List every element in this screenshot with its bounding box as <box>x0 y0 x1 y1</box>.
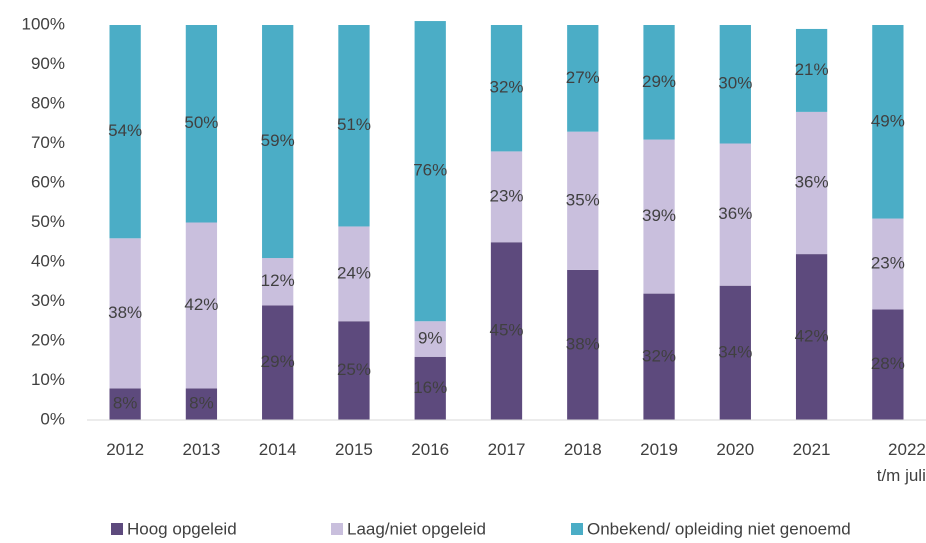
legend-swatch <box>571 523 583 535</box>
data-label: 38% <box>108 303 142 322</box>
y-tick-label: 30% <box>31 291 65 310</box>
data-label: 8% <box>113 394 138 413</box>
bar-segment <box>414 321 446 357</box>
bar-segment <box>185 388 218 420</box>
data-label: 51% <box>337 115 371 134</box>
bar-segment <box>338 321 370 420</box>
x-tick-label: 2012 <box>106 440 145 459</box>
data-label: 24% <box>337 263 371 282</box>
y-tick-label: 10% <box>31 370 65 389</box>
y-tick-label: 100% <box>22 14 65 33</box>
bar-segment <box>795 28 828 112</box>
data-label: 42% <box>184 295 218 314</box>
bar-segment <box>719 25 751 144</box>
data-label: 59% <box>261 131 295 150</box>
bar-segment <box>490 242 523 420</box>
x-tick-label: 2013 <box>182 440 221 459</box>
data-label: 28% <box>871 354 905 373</box>
bar-segment <box>414 21 446 322</box>
data-label: 49% <box>871 111 905 130</box>
data-label: 16% <box>413 378 447 397</box>
data-label: 9% <box>418 329 443 348</box>
data-label: 30% <box>718 74 752 93</box>
x-tick-label: 2014 <box>258 440 297 459</box>
legend-label: Hoog opgeleid <box>127 519 237 538</box>
y-tick-label: 20% <box>31 330 65 349</box>
bar-segment <box>567 131 599 270</box>
bar-segment <box>872 218 904 310</box>
data-label: 8% <box>189 394 214 413</box>
bar-segment <box>414 356 446 420</box>
data-label: 32% <box>642 346 676 365</box>
data-label: 36% <box>718 204 752 223</box>
bar-segment <box>872 309 904 420</box>
x-tick-label: 2015 <box>335 440 373 459</box>
data-label: 29% <box>642 72 676 91</box>
bar-segment <box>643 25 675 140</box>
data-label: 45% <box>489 321 523 340</box>
data-label: 23% <box>489 186 523 205</box>
y-tick-label: 60% <box>31 172 65 191</box>
data-label: 38% <box>566 334 600 353</box>
bar-segment <box>872 25 904 219</box>
data-label: 34% <box>718 342 752 361</box>
legend-label: Onbekend/ opleiding niet genoemd <box>587 519 851 538</box>
bar-segment <box>719 285 751 420</box>
bar-segment <box>262 305 294 420</box>
x-tick-label: 2018 <box>563 440 602 459</box>
legend-swatch <box>111 523 123 535</box>
legend-label: Laag/niet opgeleid <box>347 519 486 538</box>
bar-segment <box>490 151 523 243</box>
data-label: 12% <box>261 271 295 290</box>
bar-segment <box>567 269 599 420</box>
bar-segment <box>643 293 675 420</box>
bar-segment <box>262 258 294 306</box>
data-label: 32% <box>489 78 523 97</box>
bar-segment <box>567 25 599 132</box>
x-tick-label: 2022 t/m juli <box>876 440 926 485</box>
bar-segment <box>338 226 370 322</box>
y-tick-label: 40% <box>31 251 65 270</box>
x-tick-label: 2016 <box>411 440 450 459</box>
bar-segment <box>185 25 218 223</box>
x-tick-label: 2020 <box>716 440 755 459</box>
legend-swatch <box>331 523 343 535</box>
data-label: 42% <box>795 327 829 346</box>
y-tick-label: 70% <box>31 133 65 152</box>
data-label: 76% <box>413 161 447 180</box>
x-tick-label: 2017 <box>487 440 526 459</box>
bar-segment <box>262 25 294 259</box>
data-label: 27% <box>566 68 600 87</box>
data-label: 39% <box>642 206 676 225</box>
bar-segment <box>490 25 523 152</box>
bar-segment <box>719 143 751 286</box>
data-label: 54% <box>108 121 142 140</box>
x-tick-label: 2019 <box>640 440 678 459</box>
data-label: 29% <box>261 352 295 371</box>
y-tick-label: 80% <box>31 93 65 112</box>
data-label: 23% <box>871 253 905 272</box>
data-label: 50% <box>184 113 218 132</box>
data-label: 21% <box>795 60 829 79</box>
bar-segment <box>795 254 828 420</box>
bar-segment <box>185 222 218 389</box>
y-tick-label: 0% <box>40 409 65 428</box>
y-tick-label: 90% <box>31 54 65 73</box>
data-label: 25% <box>337 360 371 379</box>
bar-segment <box>338 25 370 227</box>
bar-segment <box>109 388 141 420</box>
data-label: 35% <box>566 190 600 209</box>
y-tick-label: 50% <box>31 212 65 231</box>
bar-segment <box>643 139 675 294</box>
bar-segment <box>109 25 141 239</box>
x-tick-label: 2021 <box>792 440 831 459</box>
bar-segment <box>795 111 828 255</box>
bar-segment <box>109 238 141 389</box>
data-label: 36% <box>795 172 829 191</box>
